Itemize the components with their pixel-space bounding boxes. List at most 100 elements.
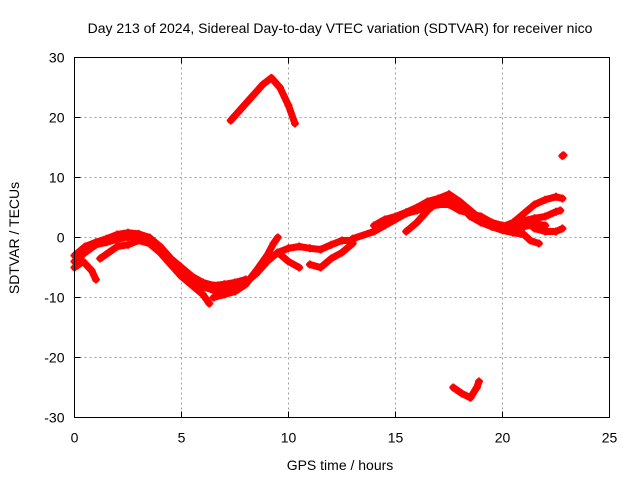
data-point (177, 263, 186, 272)
data-point (258, 80, 267, 89)
data-point (327, 254, 336, 263)
data-point (284, 257, 293, 266)
x-tick-label: 10 (281, 430, 297, 446)
data-point (519, 230, 528, 239)
data-point (248, 92, 257, 101)
data-point (558, 194, 567, 203)
data-point (305, 244, 314, 253)
data-point (449, 383, 458, 392)
data-point (231, 287, 239, 296)
data-point (102, 234, 111, 243)
data-point (530, 214, 539, 223)
series-arc-d (96, 236, 214, 308)
x-axis-label: GPS time / hours (287, 457, 394, 473)
data-point (534, 239, 543, 248)
y-tick-label: 20 (49, 110, 65, 126)
data-point (81, 242, 90, 251)
x-tick-label: 5 (178, 430, 186, 446)
series-arc-k (477, 218, 543, 248)
data-point (295, 263, 304, 272)
data-point (391, 212, 400, 221)
data-point (124, 228, 132, 237)
y-tick-label: -10 (44, 290, 64, 306)
series-arc-e (209, 233, 282, 302)
data-point (241, 280, 250, 289)
data-point (472, 383, 481, 392)
data-point (370, 221, 379, 230)
data-point (156, 248, 165, 257)
data-point (252, 266, 261, 275)
data-point (556, 206, 565, 215)
data-point (316, 263, 325, 272)
data-point (338, 248, 346, 257)
data-point (338, 236, 346, 245)
series-arc-m (226, 73, 299, 128)
axis-ticks (74, 57, 610, 418)
data-point (380, 215, 389, 224)
series-line (227, 74, 299, 127)
data-point (273, 248, 282, 257)
data-point (530, 200, 539, 209)
data-point (477, 218, 486, 227)
data-point (541, 195, 550, 204)
data-point (91, 275, 100, 284)
data-point (526, 236, 535, 245)
data-point (455, 200, 464, 209)
data-point (275, 83, 284, 92)
data-point (113, 230, 122, 239)
data-point (552, 192, 560, 201)
data-point (327, 240, 336, 249)
data-point (524, 218, 533, 227)
series-arc-l (524, 218, 567, 236)
data-point (552, 227, 560, 236)
data-point (166, 260, 175, 269)
data-point (402, 208, 411, 217)
data-point (96, 254, 105, 263)
data-point (445, 194, 453, 203)
data-point (177, 272, 186, 281)
x-tick-label: 0 (71, 430, 79, 446)
series-arc-b (70, 228, 250, 290)
data-point (188, 281, 197, 290)
data-point (559, 151, 568, 160)
data-point (209, 281, 218, 290)
x-tick-label: 15 (388, 430, 404, 446)
data-point (231, 278, 239, 287)
series-layer (70, 73, 568, 402)
x-tick-label: 25 (602, 430, 618, 446)
data-point (273, 233, 282, 242)
series-line (449, 378, 483, 402)
series-arc-o (558, 151, 568, 160)
data-point (290, 119, 299, 128)
data-point (466, 393, 475, 402)
data-point (91, 238, 100, 247)
data-point (134, 236, 143, 245)
data-point (541, 212, 550, 221)
data-point (220, 290, 229, 299)
data-point (79, 257, 88, 266)
series-arc-f (273, 248, 304, 272)
data-point (457, 389, 466, 398)
data-point (552, 207, 560, 216)
data-point (226, 116, 235, 125)
data-point (209, 293, 218, 302)
data-point (412, 203, 421, 212)
data-point (509, 228, 518, 237)
series-arc-g (305, 239, 357, 272)
data-point (423, 206, 432, 215)
data-point (412, 218, 421, 227)
y-tick-labels: -30 -20 -10 0 10 20 30 (44, 50, 64, 426)
data-point (295, 242, 304, 251)
data-point (124, 240, 132, 249)
data-point (423, 197, 432, 206)
data-point (541, 227, 550, 236)
data-point (198, 290, 207, 299)
data-point (434, 197, 443, 206)
data-point (316, 245, 325, 254)
y-tick-label: 0 (57, 230, 65, 246)
data-point (220, 280, 229, 289)
data-point (509, 221, 518, 230)
data-point (198, 278, 207, 287)
y-axis-label: SDTVAR / TECUs (6, 182, 22, 294)
data-point (87, 266, 96, 275)
